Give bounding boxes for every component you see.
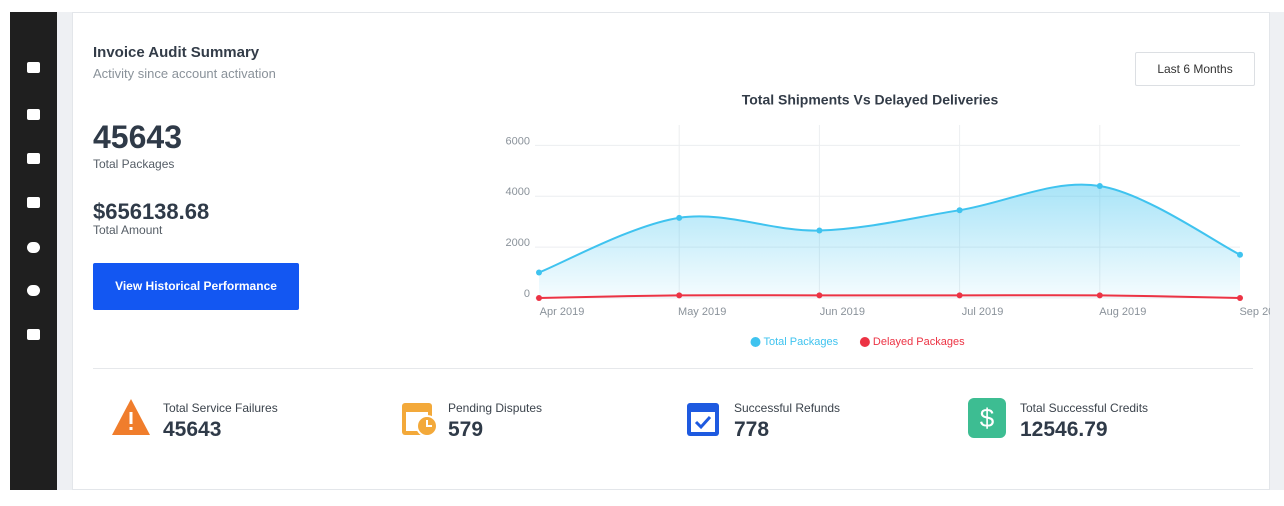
x-tick-label: Jul 2019 <box>962 306 1004 318</box>
history-button[interactable]: View Historical Performance <box>93 263 299 310</box>
warning-icon <box>112 399 150 435</box>
nav-icon[interactable] <box>27 285 40 296</box>
packages-label: Total Packages <box>93 157 175 171</box>
amount-label: Total Amount <box>93 223 163 237</box>
line <box>538 294 1241 299</box>
point <box>1237 294 1243 301</box>
y-tick-label: 2000 <box>506 237 530 249</box>
chart-title: Total Shipments Vs Delayed Deliveries <box>742 92 999 108</box>
packages-value: 45643 <box>93 119 182 155</box>
legend-marker <box>859 337 870 347</box>
amount-value: $656138.68 <box>93 199 210 224</box>
nav-icon[interactable] <box>27 242 40 253</box>
point <box>676 292 683 299</box>
nav-icon[interactable] <box>27 62 40 73</box>
sidebar <box>10 12 57 490</box>
calendar-icon <box>402 403 438 437</box>
legend-marker <box>750 337 761 347</box>
check-calendar-icon <box>687 403 719 436</box>
stat-value: 12546.79 <box>1020 418 1108 441</box>
nav-icon[interactable] <box>27 329 40 340</box>
nav-icon[interactable] <box>27 153 40 164</box>
point <box>676 214 683 221</box>
x-tick-label: May 2019 <box>678 306 726 318</box>
point <box>956 292 963 299</box>
dollar-icon: $ <box>968 398 1006 438</box>
subtitle: Activity since account activation <box>93 66 276 81</box>
title: Invoice Audit Summary <box>93 44 260 61</box>
stat-label: Successful Refunds <box>734 401 841 415</box>
area <box>539 184 1240 298</box>
stat-label: Total Successful Credits <box>1020 401 1149 415</box>
stat-value: 778 <box>734 418 770 441</box>
svg-text:$: $ <box>980 403 995 433</box>
point <box>816 227 823 234</box>
range-button[interactable]: Last 6 Months <box>1135 52 1255 86</box>
stat-label: Pending Disputes <box>448 401 543 415</box>
divider <box>93 368 1253 369</box>
y-tick-label: 4000 <box>506 186 530 198</box>
nav-icon[interactable] <box>27 109 40 120</box>
chart: Total Shipments Vs Delayed Deliveries 0 2… <box>506 92 1270 348</box>
y-tick-label: 6000 <box>506 135 530 147</box>
x-axis: Apr 2019 May 2019 Jun 2019 Jul 2019 Aug 2019… <box>540 306 1270 318</box>
point <box>956 207 963 214</box>
x-tick-label: Sep 2019 <box>1239 306 1270 318</box>
stat-value: 579 <box>448 418 484 441</box>
stat-value: 45643 <box>163 418 222 441</box>
point <box>536 294 542 301</box>
legend: Total Packages Delayed Packages <box>750 336 965 348</box>
stat-label: Total Service Failures <box>163 401 278 415</box>
point <box>1237 251 1243 258</box>
x-tick-label: Aug 2019 <box>1099 306 1146 318</box>
y-tick-label: 0 <box>524 288 530 300</box>
nav-icon[interactable] <box>27 197 40 208</box>
x-tick-label: Jun 2019 <box>820 306 865 318</box>
legend-label: Total Packages <box>764 336 839 348</box>
point <box>1096 292 1103 299</box>
line <box>538 183 1241 274</box>
point <box>1096 183 1103 190</box>
point <box>536 269 542 276</box>
point <box>816 292 823 299</box>
legend-label: Delayed Packages <box>873 336 965 348</box>
x-tick-label: Apr 2019 <box>540 306 585 318</box>
